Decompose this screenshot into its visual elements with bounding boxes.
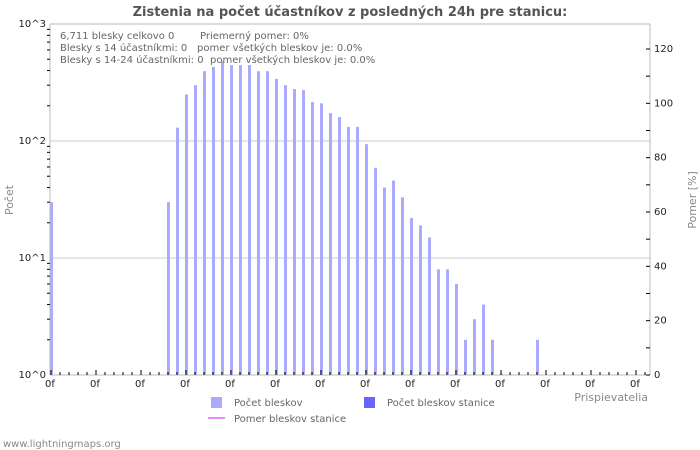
x-axis-title: Prispievatelia [574, 391, 648, 404]
bar [167, 202, 170, 375]
bar [293, 89, 296, 376]
bar [203, 71, 206, 375]
info-box: 6,711 blesky celkovo 0 Priemerný pomer: … [60, 30, 375, 66]
bar [455, 283, 458, 375]
x-tick-label: 0f [585, 379, 595, 390]
x-tick-label: 0f [540, 379, 550, 390]
bar [212, 66, 215, 376]
bar [194, 85, 197, 375]
axes: 10^0 10^1 10^2 10^3 0 20 40 60 80 100 120 0f 0f 0f 0f 0… [19, 19, 674, 390]
y2-tick-label: 0 [654, 370, 660, 381]
bar [302, 90, 305, 375]
bars [50, 61, 539, 376]
bar [473, 319, 476, 375]
bar [446, 269, 449, 375]
bar [392, 180, 395, 375]
y2-tick-label: 20 [654, 316, 667, 327]
x-tick-label: 0f [405, 379, 415, 390]
bar [176, 127, 179, 375]
info-line-1-right: Priemerný pomer: 0% [200, 30, 309, 42]
bar [464, 339, 467, 375]
x-tick-label: 0f [270, 379, 280, 390]
bar [356, 126, 359, 375]
bar [491, 339, 494, 375]
x-tick-label: 0f [360, 379, 370, 390]
y2-tick-label: 100 [654, 98, 673, 109]
x-tick-label: 0f [225, 379, 235, 390]
x-tick-label: 0f [315, 379, 325, 390]
bar [248, 65, 251, 375]
info-line-2-right: pomer všetkých bleskov je: 0.0% [197, 42, 362, 54]
y2-tick-label: 80 [654, 153, 667, 164]
bar [347, 126, 350, 375]
bar [437, 269, 440, 375]
x-tick-label: 0f [90, 379, 100, 390]
y-tick-label: 10^1 [19, 253, 46, 264]
bar [482, 304, 485, 375]
x-tick-label: 0f [495, 379, 505, 390]
legend-swatch-bars-all [211, 397, 222, 408]
legend-label-bars-station: Počet bleskov stanice [387, 397, 495, 409]
bar [374, 167, 377, 375]
y2-axis-title: Pomer [%] [686, 171, 699, 229]
y-tick-label: 10^0 [19, 370, 46, 381]
info-line-2-left: Blesky s 14 účastníkmi: 0 [60, 42, 187, 54]
bar [230, 65, 233, 375]
info-line-3-right: pomer všetkých bleskov je: 0.0% [210, 54, 375, 66]
bar [257, 71, 260, 375]
bar [329, 113, 332, 375]
y-tick-label: 10^3 [19, 19, 46, 30]
bar [410, 217, 413, 375]
bar [221, 61, 224, 376]
footer-link[interactable]: www.lightningmaps.org [3, 439, 121, 450]
bar [338, 117, 341, 375]
info-line-3-left: Blesky s 14-24 účastníkmi: 0 [60, 54, 204, 66]
bar [536, 339, 539, 375]
info-line-1-left: 6,711 blesky celkovo 0 [60, 31, 174, 42]
x-tick-label: 0f [180, 379, 190, 390]
bar [311, 102, 314, 375]
bar [50, 202, 53, 375]
x-tick-label: 0f [45, 379, 55, 390]
y-axis-title: Počet [3, 184, 16, 215]
bar [383, 187, 386, 375]
legend-swatch-bars-station [364, 397, 375, 408]
y2-tick-label: 40 [654, 261, 667, 272]
x-tick-label: 0f [450, 379, 460, 390]
bar [320, 103, 323, 375]
y-tick-label: 10^2 [19, 136, 46, 147]
legend-label-ratio-line: Pomer bleskov stanice [234, 414, 346, 425]
x-tick-label: 0f [630, 379, 640, 390]
y2-tick-label: 60 [654, 207, 667, 218]
legend-swatch-ratio-line [208, 417, 225, 419]
legend: Počet bleskov Počet bleskov stanice Pome… [208, 397, 495, 425]
bar [428, 237, 431, 375]
chart-title: Zistenia na počet účastníkov z poslednýc… [133, 5, 568, 20]
bar [185, 94, 188, 376]
bar [266, 71, 269, 375]
legend-label-bars-all: Počet bleskov [234, 397, 303, 409]
bar [365, 144, 368, 375]
bar [284, 85, 287, 375]
bar [239, 65, 242, 375]
bar [419, 225, 422, 375]
bar [275, 78, 278, 376]
x-tick-label: 0f [135, 379, 145, 390]
y2-tick-label: 120 [654, 44, 673, 55]
bar [401, 197, 404, 375]
